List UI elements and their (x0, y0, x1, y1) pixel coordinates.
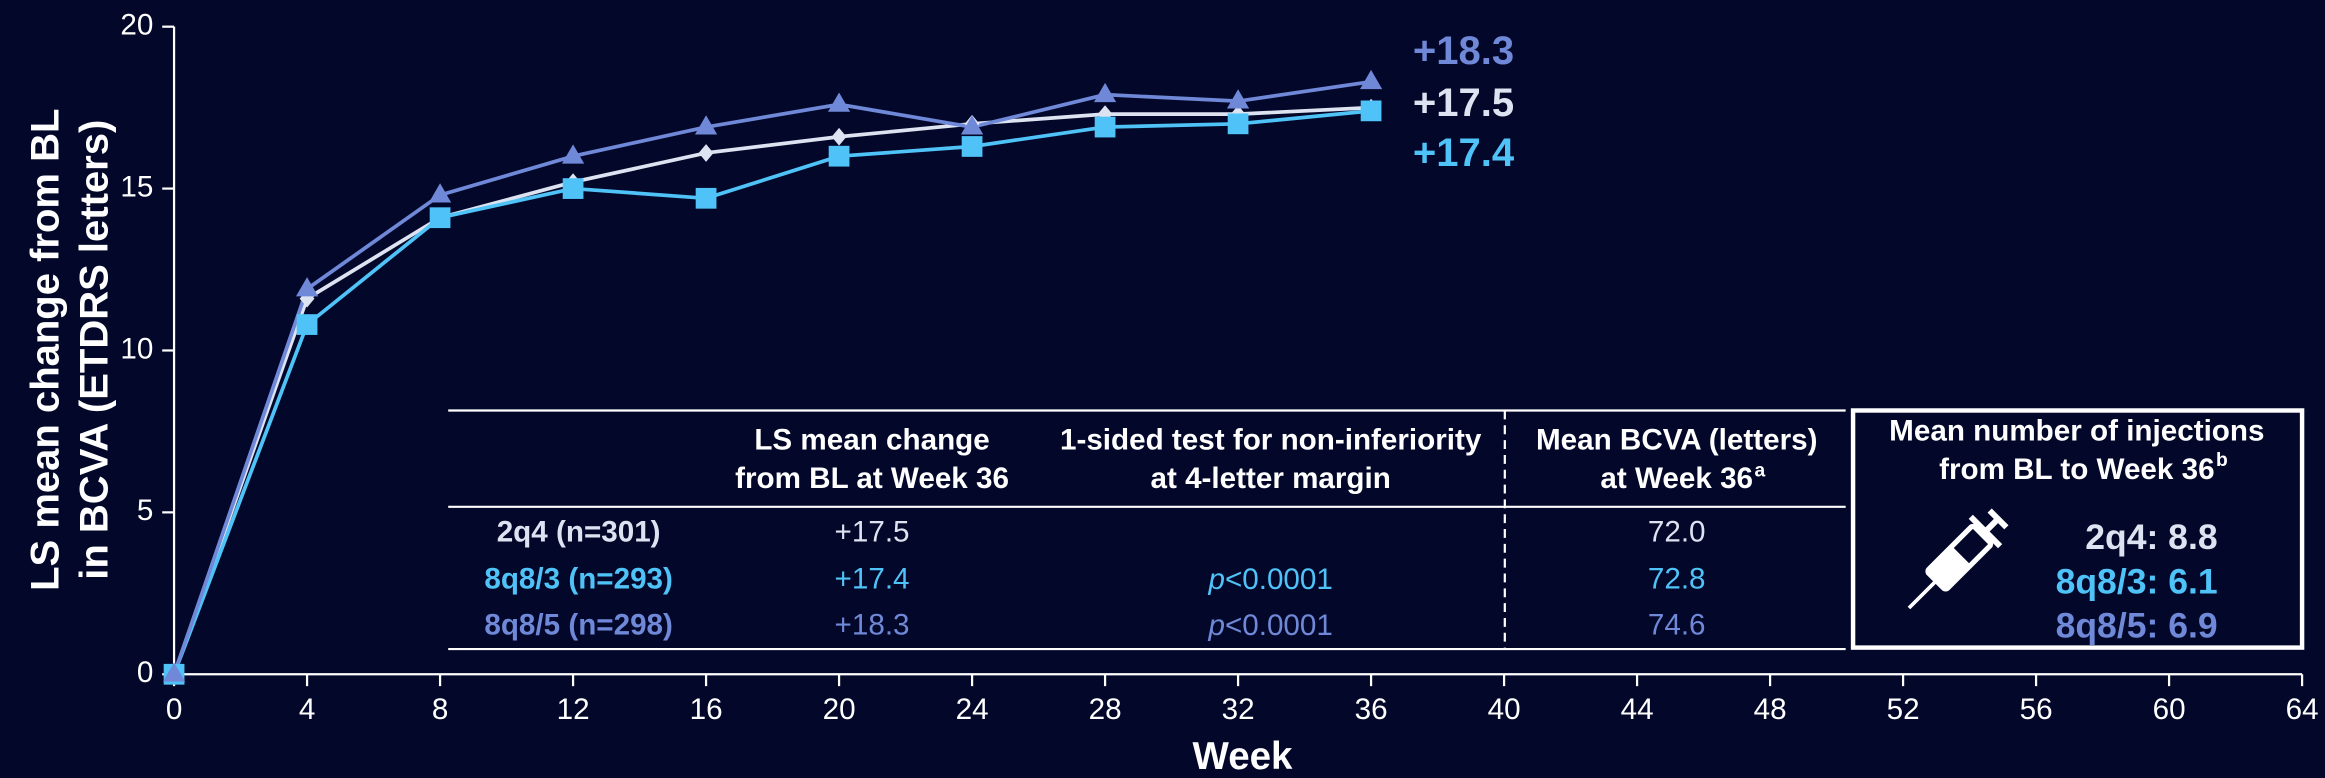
x-tick-label: 8 (432, 693, 448, 726)
x-tick-label: 40 (1488, 693, 1521, 726)
y-axis-label: LS mean change from BL in BCVA (ETDRS le… (24, 109, 117, 591)
series-line (172, 109, 1372, 675)
y-axis-label-line: in BCVA (ETDRS letters) (73, 120, 117, 580)
y-tick-label: 5 (137, 494, 153, 527)
x-tick-label: 48 (1754, 693, 1787, 726)
injection-title: Mean number of injections (1889, 415, 2264, 448)
marker (1360, 100, 1382, 122)
y-tick-label: 10 (120, 332, 153, 365)
marker (1226, 89, 1250, 109)
marker (1093, 82, 1117, 103)
x-tick-label: 20 (823, 693, 856, 726)
superscript: a (1755, 460, 1766, 481)
table-cell: 72.8 (1648, 563, 1706, 596)
x-tick-label: 16 (690, 693, 723, 726)
syringe-icon (1907, 508, 2009, 610)
marker (561, 144, 585, 164)
table-header: from BL at Week 36 (735, 462, 1009, 495)
marker (295, 277, 319, 297)
marker (296, 314, 318, 335)
table-cell: +17.4 (835, 563, 910, 596)
table-cell: +17.5 (835, 515, 910, 548)
table-cell: 72.0 (1648, 515, 1706, 548)
row-label: 8q8/5 (n=298) (484, 609, 673, 642)
marker (695, 187, 717, 209)
end-label: +18.3 (1413, 29, 1514, 73)
x-tick-label: 60 (2153, 693, 2186, 726)
x-tick-label: 36 (1355, 693, 1388, 726)
table-header: 1-sided test for non-inferiority (1060, 423, 1482, 456)
x-tick-label: 0 (166, 693, 182, 726)
marker (562, 178, 584, 199)
end-label: +17.4 (1413, 131, 1515, 175)
x-tick-label: 56 (2020, 693, 2053, 726)
table-header: LS mean change (754, 423, 989, 456)
marker (162, 662, 186, 682)
marker (1094, 116, 1116, 138)
table-header: at Week 36 (1600, 462, 1753, 495)
marker (828, 145, 850, 167)
marker (827, 92, 851, 112)
marker (1227, 113, 1249, 135)
injection-count: 8q8/5: 6.9 (2056, 606, 2218, 646)
marker (694, 115, 718, 135)
marker (961, 136, 983, 157)
marker (960, 115, 984, 135)
row-label: 2q4 (n=301) (497, 515, 661, 548)
x-tick-label: 44 (1621, 693, 1654, 726)
table-cell: p<0.0001 (1207, 609, 1332, 642)
x-tick-label: 12 (557, 693, 590, 726)
y-tick-label: 0 (137, 656, 153, 689)
marker (831, 127, 847, 146)
injection-count: 8q8/3: 6.1 (2056, 561, 2218, 601)
x-tick-label: 64 (2286, 693, 2319, 726)
x-tick-label: 28 (1089, 693, 1122, 726)
end-label: +17.5 (1413, 81, 1514, 125)
series-line (172, 79, 1372, 675)
table-header: Mean BCVA (letters) (1536, 423, 1817, 456)
x-tick-label: 4 (299, 693, 315, 726)
injection-box (1850, 408, 2305, 650)
injection-title: from BL to Week 36 (1939, 453, 2214, 486)
marker (428, 183, 452, 203)
table-cell: p<0.0001 (1207, 563, 1332, 596)
series-line (172, 105, 1372, 675)
table-cell: 74.6 (1648, 609, 1706, 642)
table-cell: +18.3 (835, 609, 910, 642)
x-axis-label: Week (1193, 735, 1293, 778)
row-label: 8q8/3 (n=293) (484, 563, 673, 596)
x-tick-label: 32 (1222, 693, 1255, 726)
table-header: at 4-letter margin (1150, 462, 1390, 495)
marker (698, 144, 714, 162)
superscript: b (2216, 450, 2228, 471)
marker (1359, 69, 1383, 90)
y-axis-label-line: LS mean change from BL (24, 109, 68, 591)
y-tick-label: 15 (120, 170, 153, 203)
y-tick-label: 20 (120, 9, 153, 42)
marker (429, 207, 451, 229)
injection-count: 2q4: 8.8 (2085, 517, 2217, 557)
x-tick-label: 24 (956, 693, 989, 726)
x-tick-label: 52 (1887, 693, 1920, 726)
